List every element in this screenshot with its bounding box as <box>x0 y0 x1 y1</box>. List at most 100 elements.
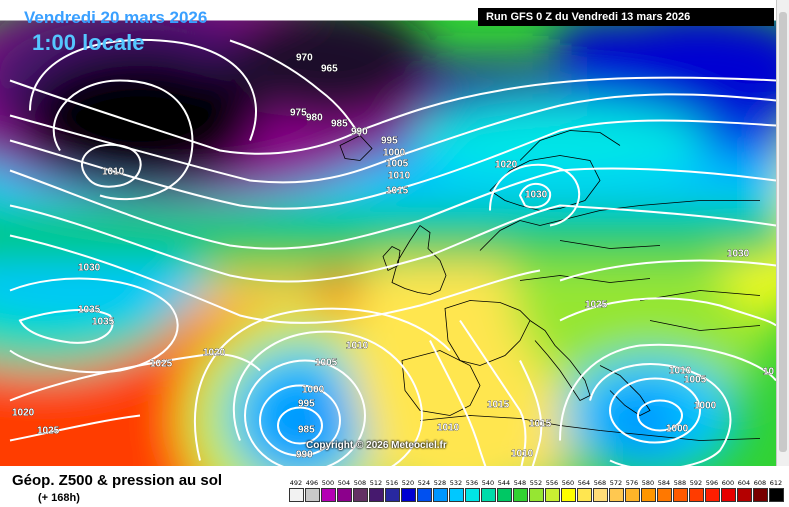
legend-swatch <box>304 488 320 502</box>
legend-cell: 536 <box>464 479 480 502</box>
isobar-label: 1030 <box>525 190 548 201</box>
legend-cell: 588 <box>672 479 688 502</box>
legend-swatch <box>320 488 336 502</box>
legend-value: 536 <box>465 479 479 487</box>
legend-value: 528 <box>433 479 447 487</box>
legend-cell: 600 <box>720 479 736 502</box>
legend-value: 504 <box>337 479 351 487</box>
legend-value: 548 <box>513 479 527 487</box>
legend-cell: 572 <box>608 479 624 502</box>
legend-swatch <box>736 488 752 502</box>
vertical-scrollbar[interactable] <box>776 0 789 466</box>
legend-swatch <box>608 488 624 502</box>
legend-swatch <box>528 488 544 502</box>
isobar-label: 995 <box>381 136 398 147</box>
legend-value: 492 <box>289 479 303 487</box>
isobar-label: 980 <box>306 113 323 124</box>
legend-swatch <box>480 488 496 502</box>
legend-value: 572 <box>609 479 623 487</box>
legend-cell: 532 <box>448 479 464 502</box>
legend-swatch <box>640 488 656 502</box>
legend-value: 588 <box>673 479 687 487</box>
legend-swatch <box>336 488 352 502</box>
legend-value: 564 <box>577 479 591 487</box>
isobar-label: 1010 <box>511 449 534 460</box>
legend-cell: 528 <box>432 479 448 502</box>
legend-cell: 544 <box>496 479 512 502</box>
legend-value: 568 <box>593 479 607 487</box>
legend-swatch <box>656 488 672 502</box>
legend-cell: 500 <box>320 479 336 502</box>
isobar-label: 1020 <box>495 160 518 171</box>
legend-value: 516 <box>385 479 399 487</box>
legend-cell: 548 <box>512 479 528 502</box>
legend-cell: 592 <box>688 479 704 502</box>
isobar-label: 1020 <box>203 348 226 359</box>
legend-swatch <box>416 488 432 502</box>
isobar-label: 1010 <box>346 341 369 352</box>
legend-swatch <box>432 488 448 502</box>
legend-swatch <box>496 488 512 502</box>
legend-cell: 496 <box>304 479 320 502</box>
legend-swatch <box>288 488 304 502</box>
isobar-label: 1010 <box>669 366 692 377</box>
forecast-offset: (+ 168h) <box>38 492 80 504</box>
isobar-label: 995 <box>298 399 315 410</box>
legend-swatch <box>624 488 640 502</box>
legend-cell: 540 <box>480 479 496 502</box>
isobar-label: 990 <box>296 450 313 461</box>
legend-cell: 560 <box>560 479 576 502</box>
legend-value: 600 <box>721 479 735 487</box>
legend-value: 532 <box>449 479 463 487</box>
isobar-label: 970 <box>296 53 313 64</box>
legend-swatch <box>688 488 704 502</box>
isobar-label: 1010 <box>102 167 125 178</box>
isobar-label: 1025 <box>150 359 173 370</box>
isobar-label: 1010 <box>388 171 411 182</box>
isobar-label: 1015 <box>529 419 552 430</box>
legend-swatch <box>384 488 400 502</box>
legend-cell: 568 <box>592 479 608 502</box>
legend-value: 500 <box>321 479 335 487</box>
isobar-label: 1015 <box>386 186 409 197</box>
legend-swatch <box>560 488 576 502</box>
legend-swatch <box>592 488 608 502</box>
isobar-label: 1000 <box>302 385 325 396</box>
legend-swatch <box>768 488 784 502</box>
isobar-label: 1005 <box>684 375 707 386</box>
legend-swatch <box>368 488 384 502</box>
isobar-label: 1025 <box>585 300 608 311</box>
isobar-label: 1035 <box>92 317 115 328</box>
run-info: Run GFS 0 Z du Vendredi 13 mars 2026 <box>478 8 774 26</box>
isobar-label: 1020 <box>12 408 35 419</box>
legend-cell: 576 <box>624 479 640 502</box>
isobar-label: 1005 <box>386 159 409 170</box>
legend-swatch <box>720 488 736 502</box>
forecast-date: Vendredi 20 mars 2026 <box>24 8 208 27</box>
legend-swatch <box>448 488 464 502</box>
color-legend: 492 496 500 504 508 512 516 520 524 528 532 536 540 5… <box>288 479 784 502</box>
legend-cell: 552 <box>528 479 544 502</box>
legend-cell: 512 <box>368 479 384 502</box>
legend-value: 520 <box>401 479 415 487</box>
legend-swatch <box>544 488 560 502</box>
legend-value: 596 <box>705 479 719 487</box>
legend-swatch <box>352 488 368 502</box>
forecast-time: 1:00 locale <box>32 30 145 55</box>
coastlines <box>339 130 761 441</box>
legend-swatch <box>704 488 720 502</box>
isobar-label: 1000 <box>383 148 406 159</box>
legend-value: 540 <box>481 479 495 487</box>
isobar-label: 1010 <box>437 423 460 434</box>
legend-cell: 596 <box>704 479 720 502</box>
legend-value: 580 <box>641 479 655 487</box>
scrollbar-thumb[interactable] <box>779 12 787 452</box>
legend-value: 524 <box>417 479 431 487</box>
legend-cell: 564 <box>576 479 592 502</box>
isobar-label: 1000 <box>694 401 717 412</box>
legend-value: 612 <box>769 479 783 487</box>
isobar-label: 1005 <box>315 358 338 369</box>
isobar-label: 985 <box>331 119 348 130</box>
legend-cell: 524 <box>416 479 432 502</box>
